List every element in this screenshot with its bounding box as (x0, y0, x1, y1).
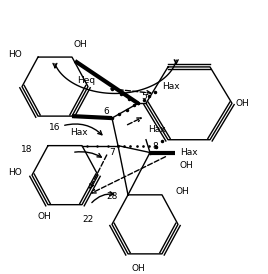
Text: 16: 16 (49, 123, 61, 132)
Text: OH: OH (175, 187, 189, 196)
Text: HO: HO (8, 168, 22, 177)
Text: 7: 7 (109, 148, 115, 157)
Text: OH: OH (180, 161, 194, 170)
Text: 22: 22 (82, 215, 94, 224)
Text: 18: 18 (20, 145, 32, 154)
Text: Hax: Hax (180, 148, 198, 157)
Text: Hax: Hax (162, 82, 180, 91)
Text: OH: OH (131, 264, 145, 273)
Text: 28: 28 (107, 192, 118, 201)
Text: Hax: Hax (70, 128, 88, 137)
Text: HO: HO (8, 50, 22, 59)
Text: Heq: Heq (77, 76, 95, 85)
Text: 5: 5 (141, 92, 147, 101)
Text: 6: 6 (103, 107, 109, 116)
Text: Hax: Hax (148, 125, 166, 134)
Text: OH: OH (74, 40, 88, 49)
Text: OH: OH (235, 99, 249, 108)
Text: 8: 8 (152, 142, 158, 150)
Text: OH: OH (38, 212, 52, 221)
